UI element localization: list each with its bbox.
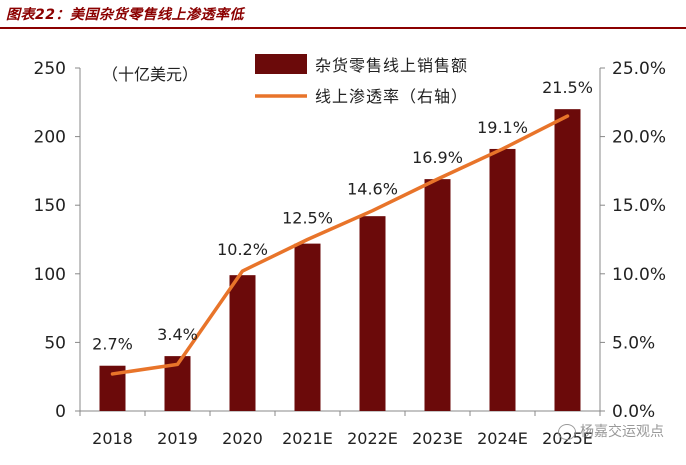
data-label: 21.5% xyxy=(542,78,593,97)
data-label: 19.1% xyxy=(477,118,528,137)
right-tick-label: 10.0% xyxy=(612,265,666,285)
data-label: 10.2% xyxy=(217,240,268,259)
right-tick-label: 15.0% xyxy=(612,196,666,216)
right-tick-label: 0.0% xyxy=(612,402,655,422)
data-label: 3.4% xyxy=(157,325,198,344)
bar xyxy=(424,179,451,411)
right-tick-label: 20.0% xyxy=(612,128,666,148)
bar xyxy=(294,243,321,411)
left-tick-label: 100 xyxy=(34,265,66,285)
legend-line-label: 线上渗透率（右轴） xyxy=(315,87,468,106)
data-label: 14.6% xyxy=(347,180,398,199)
bar xyxy=(229,275,256,411)
watermark-text: 杨嘉交运观点 xyxy=(580,424,664,440)
left-tick-label: 150 xyxy=(34,196,66,216)
chart-axes: 0 50 100 150 200 250 0.0% 5.0% 10.0% 15.0% 20.0% 25… xyxy=(34,59,666,448)
left-tick-label: 0 xyxy=(55,402,66,422)
right-tick-label: 25.0% xyxy=(612,59,666,79)
legend-bar-swatch xyxy=(255,54,307,74)
left-tick-label: 250 xyxy=(34,59,66,79)
bar xyxy=(359,216,386,411)
left-tick-label: 50 xyxy=(44,333,66,353)
x-tick-label: 2022E xyxy=(347,429,398,448)
bar-series xyxy=(99,109,581,411)
data-label: 12.5% xyxy=(282,209,333,228)
bar xyxy=(554,109,581,411)
bar xyxy=(489,148,516,411)
penetration-line xyxy=(110,114,570,376)
left-axis-unit: （十亿美元） xyxy=(102,65,198,84)
wechat-icon xyxy=(558,424,576,440)
x-tick-label: 2020 xyxy=(222,429,263,448)
left-tick-label: 200 xyxy=(34,128,66,148)
data-label: 16.9% xyxy=(412,148,463,167)
watermark: 杨嘉交运观点 xyxy=(558,421,664,441)
x-tick-label: 2024E xyxy=(477,429,528,448)
data-label: 2.7% xyxy=(92,335,133,354)
x-tick-label: 2019 xyxy=(157,429,198,448)
legend-bar-label: 杂货零售线上销售额 xyxy=(315,56,468,75)
line-series xyxy=(110,114,570,376)
figure-title: 图表22：美国杂货零售线上渗透率低 xyxy=(6,7,244,23)
x-tick-label: 2021E xyxy=(282,429,333,448)
data-labels: 2.7% 3.4% 10.2% 12.5% 14.6% 16.9% 19.1% 21.5% xyxy=(92,78,593,354)
x-tick-label: 2023E xyxy=(412,429,463,448)
right-tick-label: 5.0% xyxy=(612,333,655,353)
title-rule xyxy=(0,27,686,29)
x-tick-label: 2018 xyxy=(92,429,133,448)
